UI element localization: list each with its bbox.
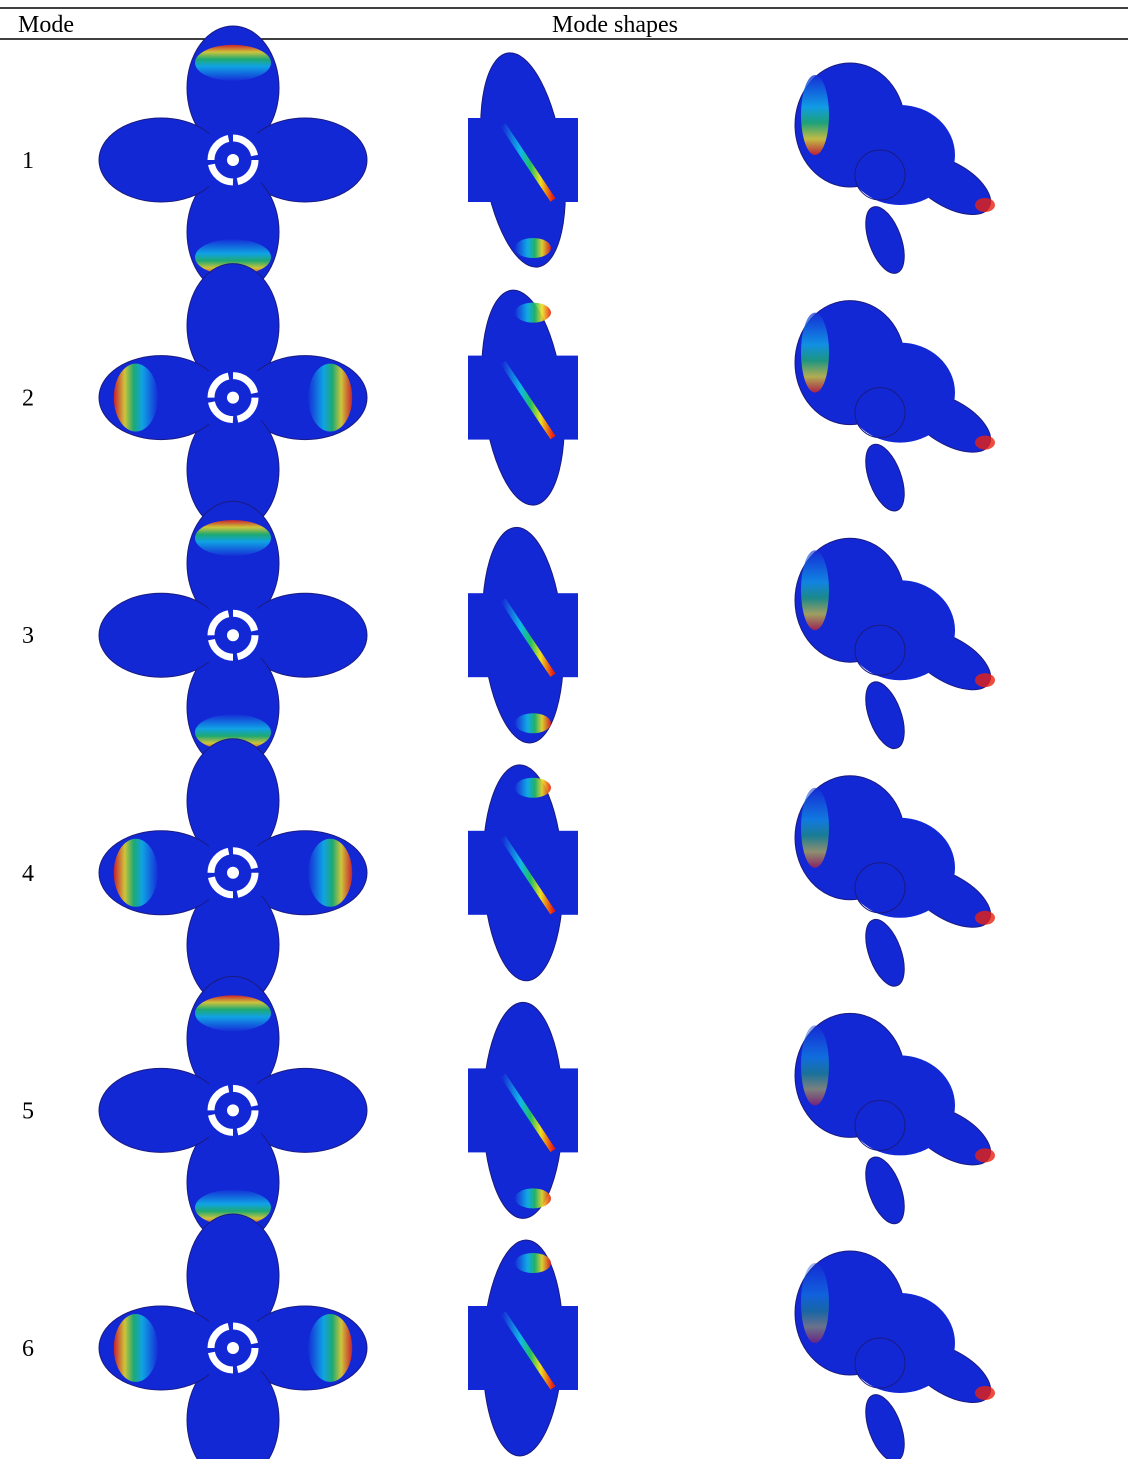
blade-lower bbox=[858, 439, 912, 516]
stress-spot bbox=[515, 1188, 551, 1208]
stress-spot bbox=[515, 713, 551, 733]
table-row: 5 bbox=[22, 976, 1000, 1244]
mode-number: 2 bbox=[22, 386, 34, 412]
stress-spot bbox=[515, 303, 551, 323]
side-view bbox=[468, 286, 578, 509]
stress-band bbox=[801, 1263, 829, 1343]
rows: 1 2 3 4 5 6 bbox=[22, 26, 1000, 1459]
side-view bbox=[468, 763, 578, 982]
iso-view bbox=[795, 63, 1000, 278]
page: Mode Mode shapes 123456 (() => { const d… bbox=[0, 0, 1128, 1459]
stress-band bbox=[195, 995, 271, 1031]
front-view bbox=[99, 501, 367, 769]
stress-spot bbox=[515, 238, 551, 258]
blade-lower bbox=[858, 914, 912, 991]
stress-tip bbox=[975, 1386, 995, 1400]
table-row: 6 bbox=[22, 1214, 1000, 1459]
mode-shapes-table: Mode Mode shapes 1 2 3 4 5 6 bbox=[0, 0, 1128, 1459]
mode-number: 6 bbox=[22, 1336, 34, 1362]
front-view bbox=[99, 264, 367, 532]
stress-band bbox=[308, 364, 352, 432]
stress-tip bbox=[975, 911, 995, 925]
iso-view bbox=[795, 776, 1000, 991]
side-view bbox=[468, 47, 578, 272]
iso-view bbox=[795, 538, 1000, 753]
stress-band bbox=[801, 313, 829, 393]
iso-view bbox=[795, 1251, 1000, 1459]
mode-number: 3 bbox=[22, 623, 34, 649]
side-view bbox=[468, 525, 578, 746]
front-view bbox=[99, 1214, 367, 1459]
front-view bbox=[99, 976, 367, 1244]
blade-lower bbox=[858, 677, 912, 754]
stress-band bbox=[801, 788, 829, 868]
stress-tip bbox=[975, 673, 995, 687]
front-view bbox=[99, 739, 367, 1007]
stress-tip bbox=[975, 436, 995, 450]
table-row: 4 bbox=[22, 739, 1000, 1007]
shaft-bore bbox=[227, 867, 239, 879]
shaft-bore bbox=[227, 392, 239, 404]
side-view bbox=[468, 1002, 578, 1218]
shaft-bore bbox=[227, 1342, 239, 1354]
front-view bbox=[99, 26, 367, 294]
stress-band bbox=[308, 1314, 352, 1382]
stress-band bbox=[114, 1314, 158, 1382]
stress-spot bbox=[515, 778, 551, 798]
shaft-bore bbox=[227, 1104, 239, 1116]
stress-band bbox=[114, 364, 158, 432]
stress-tip bbox=[975, 198, 995, 212]
header-mode: Mode bbox=[18, 12, 74, 38]
stress-band bbox=[195, 45, 271, 81]
side-view bbox=[468, 1239, 578, 1458]
stress-tip bbox=[975, 1148, 995, 1162]
stress-band bbox=[801, 75, 829, 155]
stress-band bbox=[801, 1025, 829, 1105]
blade-lower bbox=[858, 1390, 912, 1459]
shaft-bore bbox=[227, 154, 239, 166]
stress-band bbox=[801, 550, 829, 630]
stress-band bbox=[114, 839, 158, 907]
mode-number: 1 bbox=[22, 148, 34, 174]
mode-number: 4 bbox=[22, 861, 34, 887]
blade-lower bbox=[858, 202, 912, 279]
iso-view bbox=[795, 301, 1000, 516]
shaft-bore bbox=[227, 629, 239, 641]
header-mode-shapes: Mode shapes bbox=[552, 12, 678, 38]
table-row: 3 bbox=[22, 501, 1000, 769]
iso-view bbox=[795, 1013, 1000, 1228]
stress-band bbox=[195, 520, 271, 556]
mode-number: 5 bbox=[22, 1098, 34, 1124]
table-row: 1 bbox=[22, 26, 1000, 294]
stress-band bbox=[308, 839, 352, 907]
blade-lower bbox=[858, 1152, 912, 1229]
stress-spot bbox=[515, 1253, 551, 1273]
table-row: 2 bbox=[22, 264, 1000, 532]
